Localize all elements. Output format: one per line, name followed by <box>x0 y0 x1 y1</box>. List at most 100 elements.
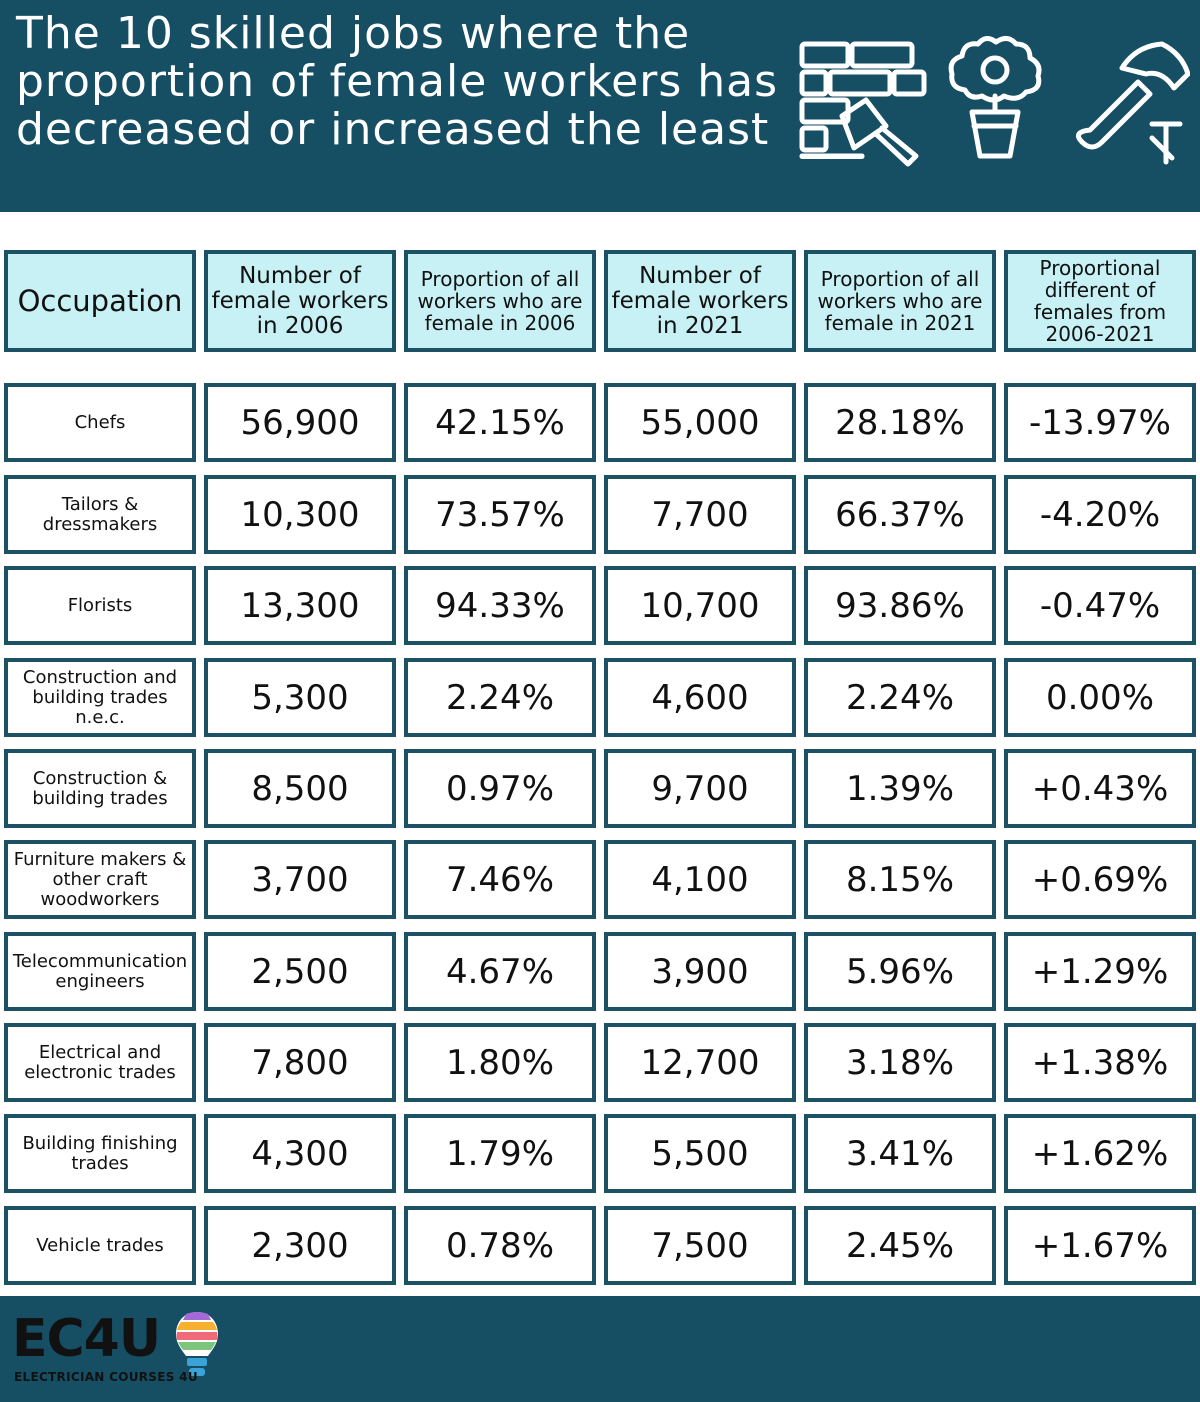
header-icons <box>799 36 1190 167</box>
hammer-icon <box>1075 41 1190 165</box>
data-value: +1.62% <box>1031 1133 1169 1174</box>
value-cell: -4.20% <box>1004 475 1196 554</box>
value-cell: +0.69% <box>1004 840 1196 919</box>
data-value: 1.80% <box>445 1042 554 1083</box>
data-value: -4.20% <box>1039 494 1161 535</box>
value-cell: 3.18% <box>804 1023 996 1102</box>
header-banner: The 10 skilled jobs where the proportion… <box>0 0 1200 212</box>
value-cell: 1.39% <box>804 749 996 828</box>
value-cell: 13,300 <box>204 566 396 645</box>
occupation-cell: Construction & building trades <box>4 749 196 828</box>
value-cell: 4,100 <box>604 840 796 919</box>
data-value: -13.97% <box>1029 402 1171 443</box>
value-cell: 7.46% <box>404 840 596 919</box>
value-cell: 0.97% <box>404 749 596 828</box>
occupation-label: Building finishing trades <box>22 1132 178 1174</box>
data-value: +0.69% <box>1031 859 1169 900</box>
data-value: 7,800 <box>251 1042 349 1083</box>
data-value: 2,500 <box>251 951 349 992</box>
value-cell: +1.67% <box>1004 1206 1196 1285</box>
value-cell: 4,600 <box>604 658 796 737</box>
data-value: 10,700 <box>640 585 760 626</box>
occupation-label: Telecommunication engineers <box>12 950 188 992</box>
data-value: 3,900 <box>651 951 749 992</box>
occupation-label: Florists <box>67 594 133 616</box>
occupation-label: Construction and building trades n.e.c. <box>22 666 178 728</box>
value-cell: 5,500 <box>604 1114 796 1193</box>
value-cell: 8.15% <box>804 840 996 919</box>
table-header-cell: Occupation <box>4 250 196 352</box>
data-value: 2,300 <box>251 1225 349 1266</box>
value-cell: 4.67% <box>404 932 596 1011</box>
occupation-label: Vehicle trades <box>36 1234 164 1256</box>
value-cell: 1.80% <box>404 1023 596 1102</box>
value-cell: 7,500 <box>604 1206 796 1285</box>
footer-banner: EC4U ELECTRICIAN COURSES 4U <box>0 1296 1200 1402</box>
data-value: 7,500 <box>651 1225 749 1266</box>
occupation-cell: Building finishing trades <box>4 1114 196 1193</box>
ec4u-logo: EC4U ELECTRICIAN COURSES 4U <box>12 1308 232 1394</box>
value-cell: 55,000 <box>604 383 796 462</box>
value-cell: 2,300 <box>204 1206 396 1285</box>
value-cell: 3,700 <box>204 840 396 919</box>
table-header-cell: Proportion of all workers who are female… <box>404 250 596 352</box>
data-value: 94.33% <box>435 585 565 626</box>
occupation-cell: Vehicle trades <box>4 1206 196 1285</box>
data-value: 0.97% <box>445 768 554 809</box>
data-value: 5,300 <box>251 677 349 718</box>
data-value: 8,500 <box>251 768 349 809</box>
data-value: 56,900 <box>240 402 360 443</box>
data-value: +1.29% <box>1031 951 1169 992</box>
value-cell: 4,300 <box>204 1114 396 1193</box>
data-value: -0.47% <box>1039 585 1161 626</box>
value-cell: 5,300 <box>204 658 396 737</box>
data-value: 55,000 <box>640 402 760 443</box>
data-value: 1.39% <box>845 768 954 809</box>
occupation-label: Furniture makers & other craft woodworke… <box>13 848 187 910</box>
value-cell: 56,900 <box>204 383 396 462</box>
value-cell: 12,700 <box>604 1023 796 1102</box>
occupation-cell: Construction and building trades n.e.c. <box>4 658 196 737</box>
data-value: 42.15% <box>435 402 565 443</box>
occupation-cell: Furniture makers & other craft woodworke… <box>4 840 196 919</box>
data-value: 4,100 <box>651 859 749 900</box>
data-value: 12,700 <box>640 1042 760 1083</box>
header-label: Number of female workers in 2006 <box>211 262 389 339</box>
data-value: 5.96% <box>845 951 954 992</box>
value-cell: -0.47% <box>1004 566 1196 645</box>
value-cell: 73.57% <box>404 475 596 554</box>
value-cell: +1.38% <box>1004 1023 1196 1102</box>
logo-subtext: ELECTRICIAN COURSES 4U <box>14 1370 198 1384</box>
data-value: 93.86% <box>835 585 965 626</box>
value-cell: 8,500 <box>204 749 396 828</box>
value-cell: 10,300 <box>204 475 396 554</box>
data-value: 8.15% <box>845 859 954 900</box>
value-cell: 9,700 <box>604 749 796 828</box>
table-header-cell: Number of female workers in 2021 <box>604 250 796 352</box>
logo-text: EC4U <box>12 1309 161 1369</box>
occupation-cell: Electrical and electronic trades <box>4 1023 196 1102</box>
data-value: 5,500 <box>651 1133 749 1174</box>
data-value: 28.18% <box>835 402 965 443</box>
brick-wall-trowel-icon <box>799 41 927 167</box>
value-cell: +1.62% <box>1004 1114 1196 1193</box>
data-value: +1.38% <box>1031 1042 1169 1083</box>
value-cell: 66.37% <box>804 475 996 554</box>
data-value: 4,600 <box>651 677 749 718</box>
value-cell: 10,700 <box>604 566 796 645</box>
value-cell: 2.24% <box>404 658 596 737</box>
data-value: 10,300 <box>240 494 360 535</box>
value-cell: 0.00% <box>1004 658 1196 737</box>
data-value: +0.43% <box>1031 768 1169 809</box>
data-value: 13,300 <box>240 585 360 626</box>
data-value: 3.41% <box>845 1133 954 1174</box>
data-value: 4.67% <box>445 951 554 992</box>
header-label: Occupation <box>17 284 183 318</box>
data-value: 4,300 <box>251 1133 349 1174</box>
value-cell: +0.43% <box>1004 749 1196 828</box>
table-header-cell: Proportional different of females from 2… <box>1004 250 1196 352</box>
header-label: Proportion of all workers who are female… <box>817 267 983 335</box>
value-cell: +1.29% <box>1004 932 1196 1011</box>
data-value: 3,700 <box>251 859 349 900</box>
value-cell: 1.79% <box>404 1114 596 1193</box>
